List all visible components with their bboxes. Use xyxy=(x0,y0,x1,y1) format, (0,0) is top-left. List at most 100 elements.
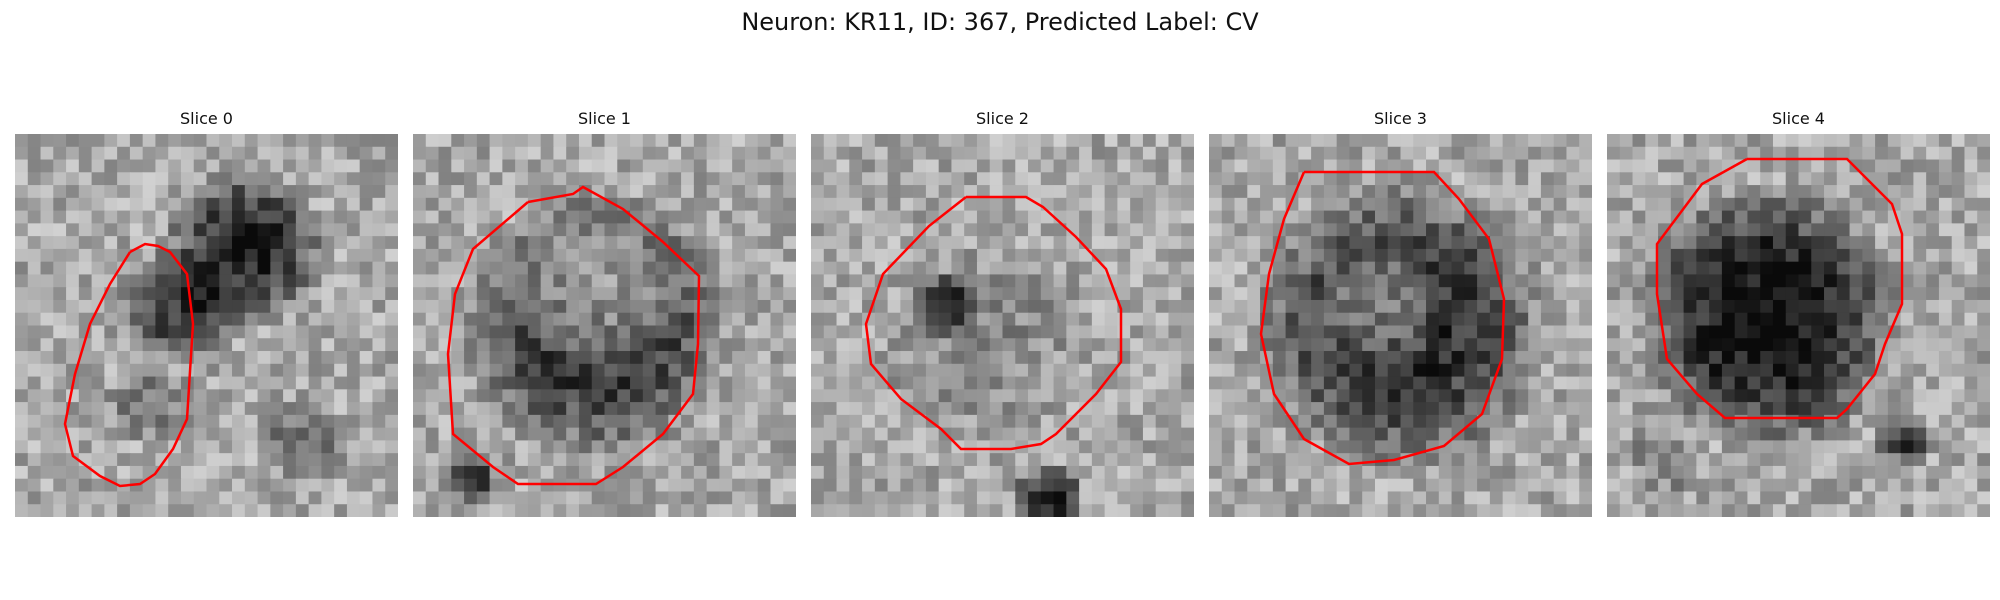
pixel-cell xyxy=(206,351,220,365)
pixel-cell xyxy=(642,197,657,212)
pixel-cell xyxy=(334,248,348,263)
pixel-cell xyxy=(1451,389,1465,403)
pixel-cell xyxy=(744,427,759,441)
pixel-cell xyxy=(206,453,220,467)
pixel-cell xyxy=(1298,363,1312,378)
pixel-cell xyxy=(1772,478,1787,493)
pixel-cell xyxy=(1221,402,1236,416)
pixel-cell xyxy=(1670,248,1685,263)
pixel-cell xyxy=(1553,134,1568,148)
pixel-cell xyxy=(1234,491,1248,505)
pixel-cell xyxy=(53,402,67,416)
pixel-cell xyxy=(553,287,567,301)
pixel-cell xyxy=(1785,465,1800,480)
pixel-cell xyxy=(811,427,825,441)
pixel-cell xyxy=(142,414,157,429)
pixel-cell xyxy=(1477,146,1491,161)
pixel-cell xyxy=(142,299,157,314)
pixel-cell xyxy=(1247,312,1261,327)
pixel-cell xyxy=(1709,491,1723,505)
pixel-cell xyxy=(1632,440,1646,454)
pixel-cell xyxy=(925,197,940,212)
pixel-cell xyxy=(1015,299,1029,314)
pixel-cell xyxy=(308,172,322,186)
pixel-cell xyxy=(1181,210,1194,224)
pixel-cell xyxy=(630,248,644,263)
pixel-cell xyxy=(1336,504,1351,517)
pixel-cell xyxy=(232,172,246,186)
pixel-cell xyxy=(655,261,669,276)
pixel-cell xyxy=(617,504,631,517)
pixel-cell xyxy=(27,363,42,378)
pixel-cell xyxy=(887,376,901,390)
pixel-cell xyxy=(1528,363,1542,378)
pixel-cell xyxy=(1015,363,1029,378)
pixel-cell xyxy=(1772,299,1787,314)
pixel-cell xyxy=(1066,312,1080,327)
pixel-cell xyxy=(770,287,784,301)
pixel-cell xyxy=(566,351,580,365)
pixel-cell xyxy=(604,236,618,250)
pixel-cell xyxy=(91,376,105,390)
pixel-cell xyxy=(1875,185,1889,199)
pixel-cell xyxy=(1811,287,1825,301)
pixel-cell xyxy=(1696,248,1710,263)
pixel-cell xyxy=(1438,440,1453,454)
pixel-cell xyxy=(732,146,746,161)
pixel-cell xyxy=(438,236,452,250)
pixel-cell xyxy=(1566,465,1580,480)
pixel-cell xyxy=(1811,363,1825,378)
pixel-cell xyxy=(719,312,733,327)
pixel-cell xyxy=(1002,159,1016,173)
pixel-cell xyxy=(617,299,631,314)
pixel-cell xyxy=(604,351,618,365)
pixel-cell xyxy=(1387,172,1402,186)
pixel-cell xyxy=(464,338,478,352)
pixel-cell xyxy=(757,402,772,416)
pixel-cell xyxy=(1234,402,1248,416)
pixel-cell xyxy=(346,376,361,390)
pixel-cell xyxy=(1117,363,1131,378)
pixel-cell xyxy=(1824,261,1838,276)
pixel-cell xyxy=(476,491,491,505)
pixel-cell xyxy=(1091,274,1106,288)
pixel-cell xyxy=(219,351,233,365)
pixel-cell xyxy=(1079,414,1093,429)
pixel-cell xyxy=(193,363,208,378)
pixel-cell xyxy=(540,427,555,441)
pixel-cell xyxy=(1002,210,1016,224)
pixel-cell xyxy=(1285,491,1299,505)
pixel-cell xyxy=(117,351,131,365)
pixel-cell xyxy=(836,159,850,173)
pixel-cell xyxy=(1645,440,1659,454)
pixel-cell xyxy=(1670,197,1685,212)
pixel-cell xyxy=(15,274,29,288)
pixel-cell xyxy=(617,491,631,505)
pixel-cell xyxy=(78,248,93,263)
pixel-cell xyxy=(1579,287,1592,301)
pixel-cell xyxy=(1234,197,1248,212)
pixel-cell xyxy=(951,312,965,327)
pixel-cell xyxy=(964,402,978,416)
pixel-cell xyxy=(1913,185,1927,199)
pixel-cell xyxy=(15,338,29,352)
pixel-cell xyxy=(346,491,361,505)
pixel-cell xyxy=(1683,236,1697,250)
pixel-cell xyxy=(1438,210,1453,224)
pixel-cell xyxy=(757,197,772,212)
pixel-cell xyxy=(1053,261,1067,276)
pixel-cell xyxy=(1400,172,1414,186)
pixel-cell xyxy=(1387,376,1402,390)
pixel-cell xyxy=(604,338,618,352)
pixel-cell xyxy=(1683,453,1697,467)
pixel-cell xyxy=(642,287,657,301)
pixel-cell xyxy=(168,210,182,224)
pixel-cell xyxy=(1066,274,1080,288)
pixel-cell xyxy=(53,414,67,429)
pixel-cell xyxy=(1913,134,1927,148)
pixel-cell xyxy=(1142,427,1157,441)
pixel-cell xyxy=(770,414,784,429)
pixel-cell xyxy=(1489,491,1504,505)
pixel-cell xyxy=(964,389,978,403)
pixel-cell xyxy=(283,146,297,161)
